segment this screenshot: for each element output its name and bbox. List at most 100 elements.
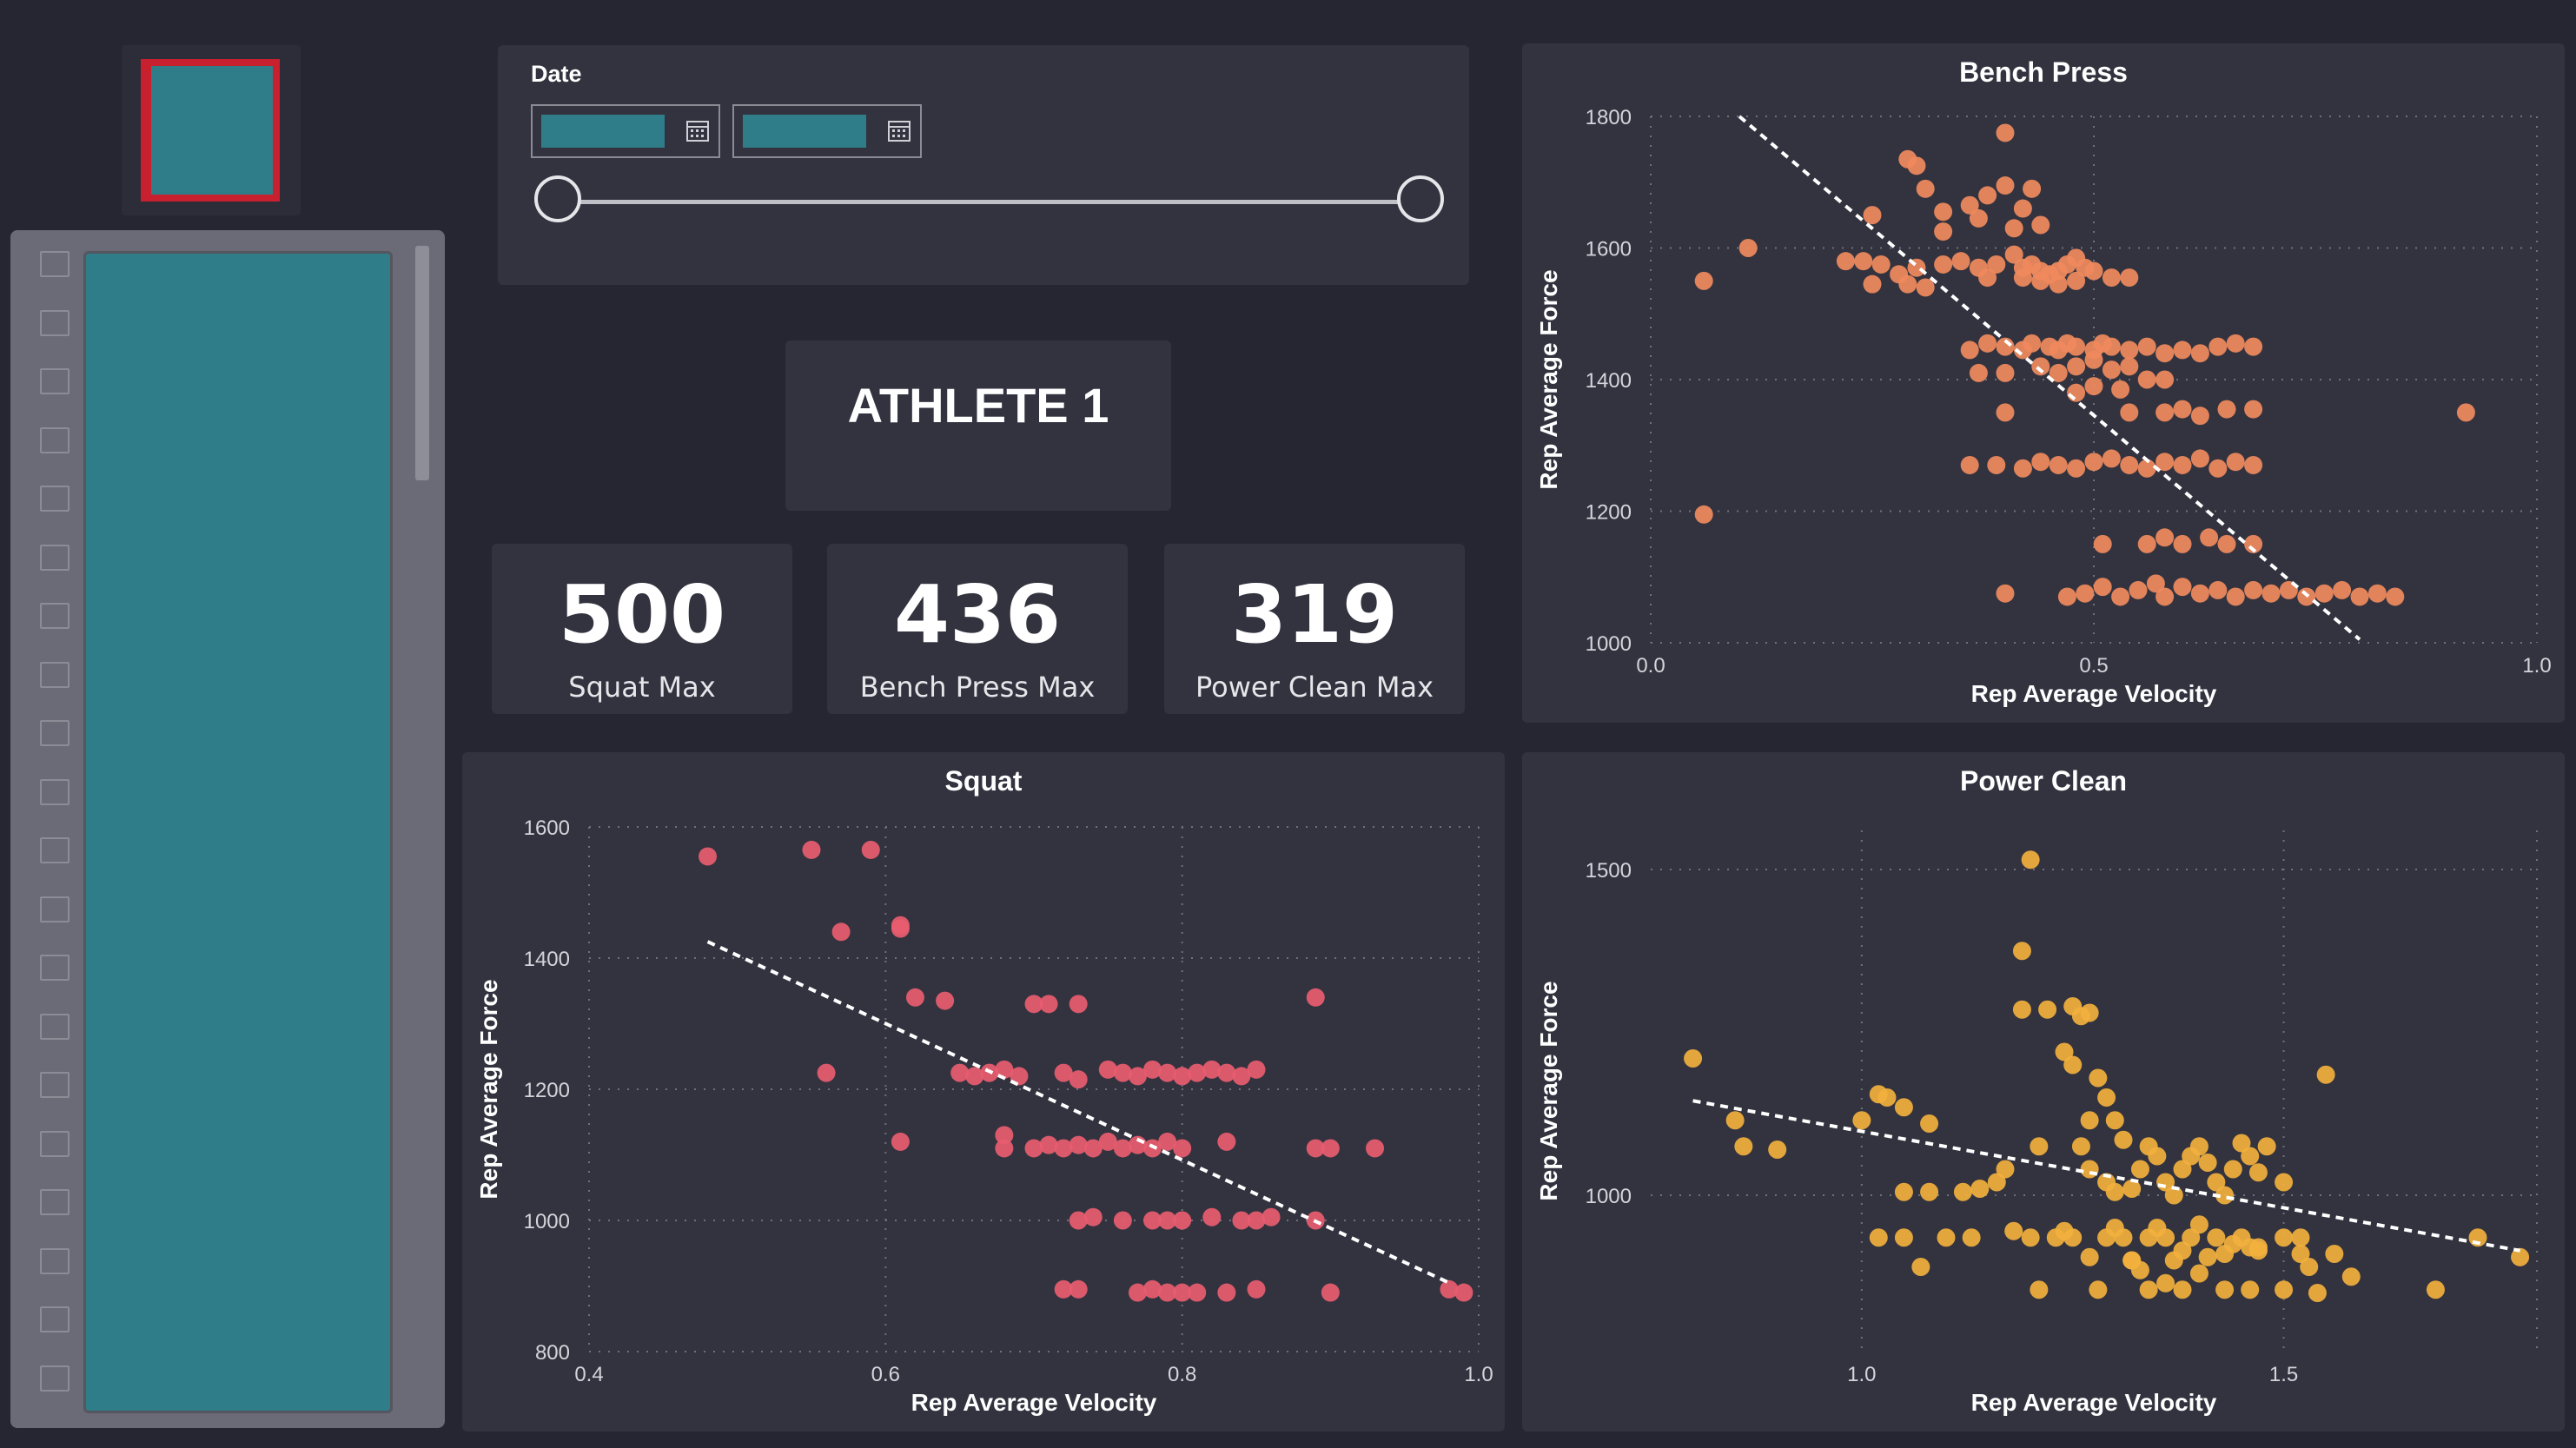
data-point[interactable] [2200, 528, 2219, 547]
data-point[interactable] [2155, 528, 2175, 547]
data-point[interactable] [1173, 1139, 1192, 1158]
data-point[interactable] [2030, 1137, 2049, 1156]
data-point[interactable] [2084, 261, 2103, 281]
data-point[interactable] [2030, 1280, 2049, 1299]
data-point[interactable] [1069, 1070, 1088, 1089]
data-point[interactable] [2097, 1088, 2116, 1107]
data-point[interactable] [1262, 1207, 1281, 1227]
data-point[interactable] [1113, 1139, 1132, 1158]
calendar-icon[interactable] [887, 118, 911, 142]
data-point[interactable] [1960, 455, 1979, 474]
data-point[interactable] [817, 1063, 836, 1082]
data-point[interactable] [1143, 1139, 1162, 1158]
data-point[interactable] [1907, 156, 1926, 175]
data-point[interactable] [1173, 1211, 1192, 1230]
data-point[interactable] [2155, 587, 2175, 606]
data-point[interactable] [2137, 459, 2156, 478]
data-point[interactable] [2120, 268, 2139, 288]
data-point[interactable] [1863, 274, 1882, 294]
slicer-scrollbar[interactable] [415, 246, 429, 480]
data-point[interactable] [2314, 584, 2334, 603]
data-point[interactable] [2182, 1228, 2201, 1247]
data-point[interactable] [1217, 1283, 1236, 1302]
data-point[interactable] [2137, 534, 2156, 553]
data-point[interactable] [2300, 1258, 2319, 1276]
data-point[interactable] [2426, 1280, 2445, 1299]
data-point[interactable] [2111, 587, 2130, 606]
data-point[interactable] [2208, 580, 2228, 599]
data-point[interactable] [1836, 252, 1855, 271]
data-point[interactable] [2190, 344, 2209, 363]
data-point[interactable] [1937, 1228, 1956, 1247]
data-point[interactable] [2063, 1055, 2083, 1074]
data-point[interactable] [1054, 1139, 1073, 1158]
data-point[interactable] [1083, 1207, 1103, 1227]
data-point[interactable] [2244, 400, 2263, 419]
slicer-checkbox[interactable] [40, 309, 70, 336]
data-point[interactable] [1128, 1067, 1147, 1086]
data-point[interactable] [699, 847, 718, 866]
data-point[interactable] [1996, 584, 2015, 603]
data-point[interactable] [1996, 123, 2015, 142]
data-point[interactable] [1768, 1141, 1787, 1159]
data-point[interactable] [1188, 1283, 1207, 1302]
data-point[interactable] [2093, 534, 2112, 553]
data-point[interactable] [2155, 370, 2175, 389]
data-point[interactable] [2164, 1186, 2183, 1205]
data-point[interactable] [2031, 357, 2050, 376]
slicer-checkbox[interactable] [40, 368, 70, 394]
data-point[interactable] [1054, 1279, 1073, 1299]
data-point[interactable] [2102, 268, 2121, 288]
data-point[interactable] [2067, 271, 2086, 290]
data-point[interactable] [1247, 1279, 1266, 1299]
data-point[interactable] [2208, 459, 2228, 478]
slicer-items-area[interactable] [83, 251, 393, 1413]
data-point[interactable] [2244, 580, 2263, 599]
data-point[interactable] [2189, 1137, 2208, 1156]
data-point[interactable] [2102, 360, 2121, 380]
data-point[interactable] [2316, 1065, 2335, 1084]
data-point[interactable] [1894, 1098, 1913, 1117]
data-point[interactable] [2333, 580, 2352, 599]
data-point[interactable] [1039, 995, 1058, 1014]
data-point[interactable] [891, 1132, 910, 1151]
data-point[interactable] [1978, 334, 1997, 353]
data-point[interactable] [2223, 1160, 2242, 1179]
data-point[interactable] [2244, 337, 2263, 356]
data-point[interactable] [2198, 1247, 2217, 1266]
data-point[interactable] [2137, 337, 2156, 356]
data-point[interactable] [2004, 245, 2023, 264]
data-point[interactable] [1113, 1211, 1132, 1230]
start-date-input[interactable] [531, 104, 720, 158]
data-point[interactable] [1098, 1060, 1117, 1079]
data-point[interactable] [2031, 271, 2050, 290]
data-point[interactable] [1911, 1258, 1930, 1276]
data-point[interactable] [2080, 1111, 2099, 1130]
data-point[interactable] [2102, 449, 2121, 468]
data-point[interactable] [1987, 1173, 2006, 1192]
data-point[interactable] [1962, 1228, 1981, 1247]
data-point[interactable] [2139, 1280, 2158, 1299]
data-point[interactable] [1143, 1279, 1162, 1299]
date-range-end-handle[interactable] [1397, 175, 1444, 222]
data-point[interactable] [1454, 1283, 1473, 1302]
data-point[interactable] [1996, 1160, 2015, 1179]
data-point[interactable] [2102, 337, 2121, 356]
data-point[interactable] [1039, 1135, 1058, 1154]
data-point[interactable] [2189, 1215, 2208, 1234]
data-point[interactable] [1978, 268, 1997, 288]
data-point[interactable] [802, 840, 821, 859]
data-point[interactable] [2208, 337, 2228, 356]
data-point[interactable] [1684, 1049, 1703, 1068]
data-point[interactable] [2013, 459, 2032, 478]
data-point[interactable] [2232, 1134, 2251, 1153]
data-point[interactable] [2173, 455, 2192, 474]
data-point[interactable] [2114, 1130, 2133, 1149]
data-point[interactable] [831, 922, 851, 942]
data-point[interactable] [2173, 400, 2192, 419]
data-point[interactable] [1934, 255, 1953, 274]
data-point[interactable] [1188, 1063, 1207, 1082]
slicer-checkbox[interactable] [40, 896, 70, 922]
data-point[interactable] [2023, 334, 2042, 353]
data-point[interactable] [1852, 1111, 1871, 1130]
